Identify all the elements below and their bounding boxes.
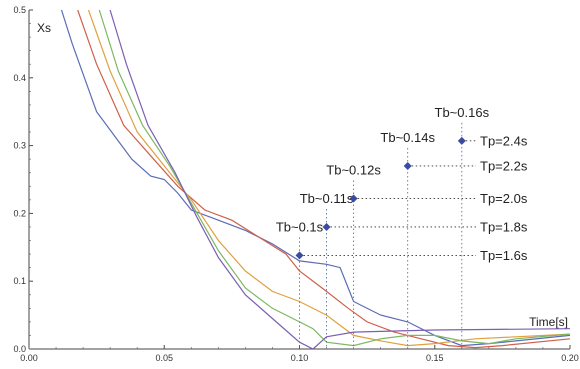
x-tick-label: 0.20 [561,353,579,363]
x-tick-label: 0.05 [155,353,173,363]
tp-label: Tp=2.0s [480,191,528,206]
data-point-marker [349,194,358,203]
y-tick-label: 0.0 [13,344,26,354]
series-line-3 [87,10,571,347]
data-point-marker [322,222,331,231]
tp-label: Tp=1.6s [480,248,528,263]
y-tick-label: 0.2 [13,208,26,218]
series-group [60,10,571,349]
tb-label: Tb~0.12s [326,162,381,177]
tp-label: Tp=1.8s [480,219,528,234]
tb-label: Tb~0.14s [380,130,435,145]
y-tick-label: 0.4 [13,73,26,83]
tp-label: Tp=2.2s [480,158,528,173]
x-tick-label: 0.10 [291,353,309,363]
data-point-marker [295,251,304,260]
y-tick-label: 0.5 [13,5,26,15]
tb-label: Tb~0.16s [435,105,490,120]
data-point-marker [457,136,466,145]
series-line-2 [77,10,571,349]
y-axis-title: Xs [37,21,51,35]
tp-label: Tp=2.4s [480,133,528,148]
x-tick-label: 0.00 [20,353,38,363]
tb-label: Tb~0.1s [276,219,324,234]
data-point-marker [403,161,412,170]
series-line-5 [109,10,571,349]
annotations: Tb~0.1s Tp=1.6s Tb~0.11s Tp=1.8s Tb~0.12s Tp=… [276,105,528,349]
tb-label: Tb~0.11s [300,191,354,206]
series-line-4 [98,10,571,347]
y-tick-label: 0.3 [13,141,26,151]
y-tick-label: 0.1 [13,276,26,286]
x-tick-label: 0.15 [426,353,444,363]
series-line-1 [60,10,571,347]
x-axis-title: Time[s] [529,315,568,329]
